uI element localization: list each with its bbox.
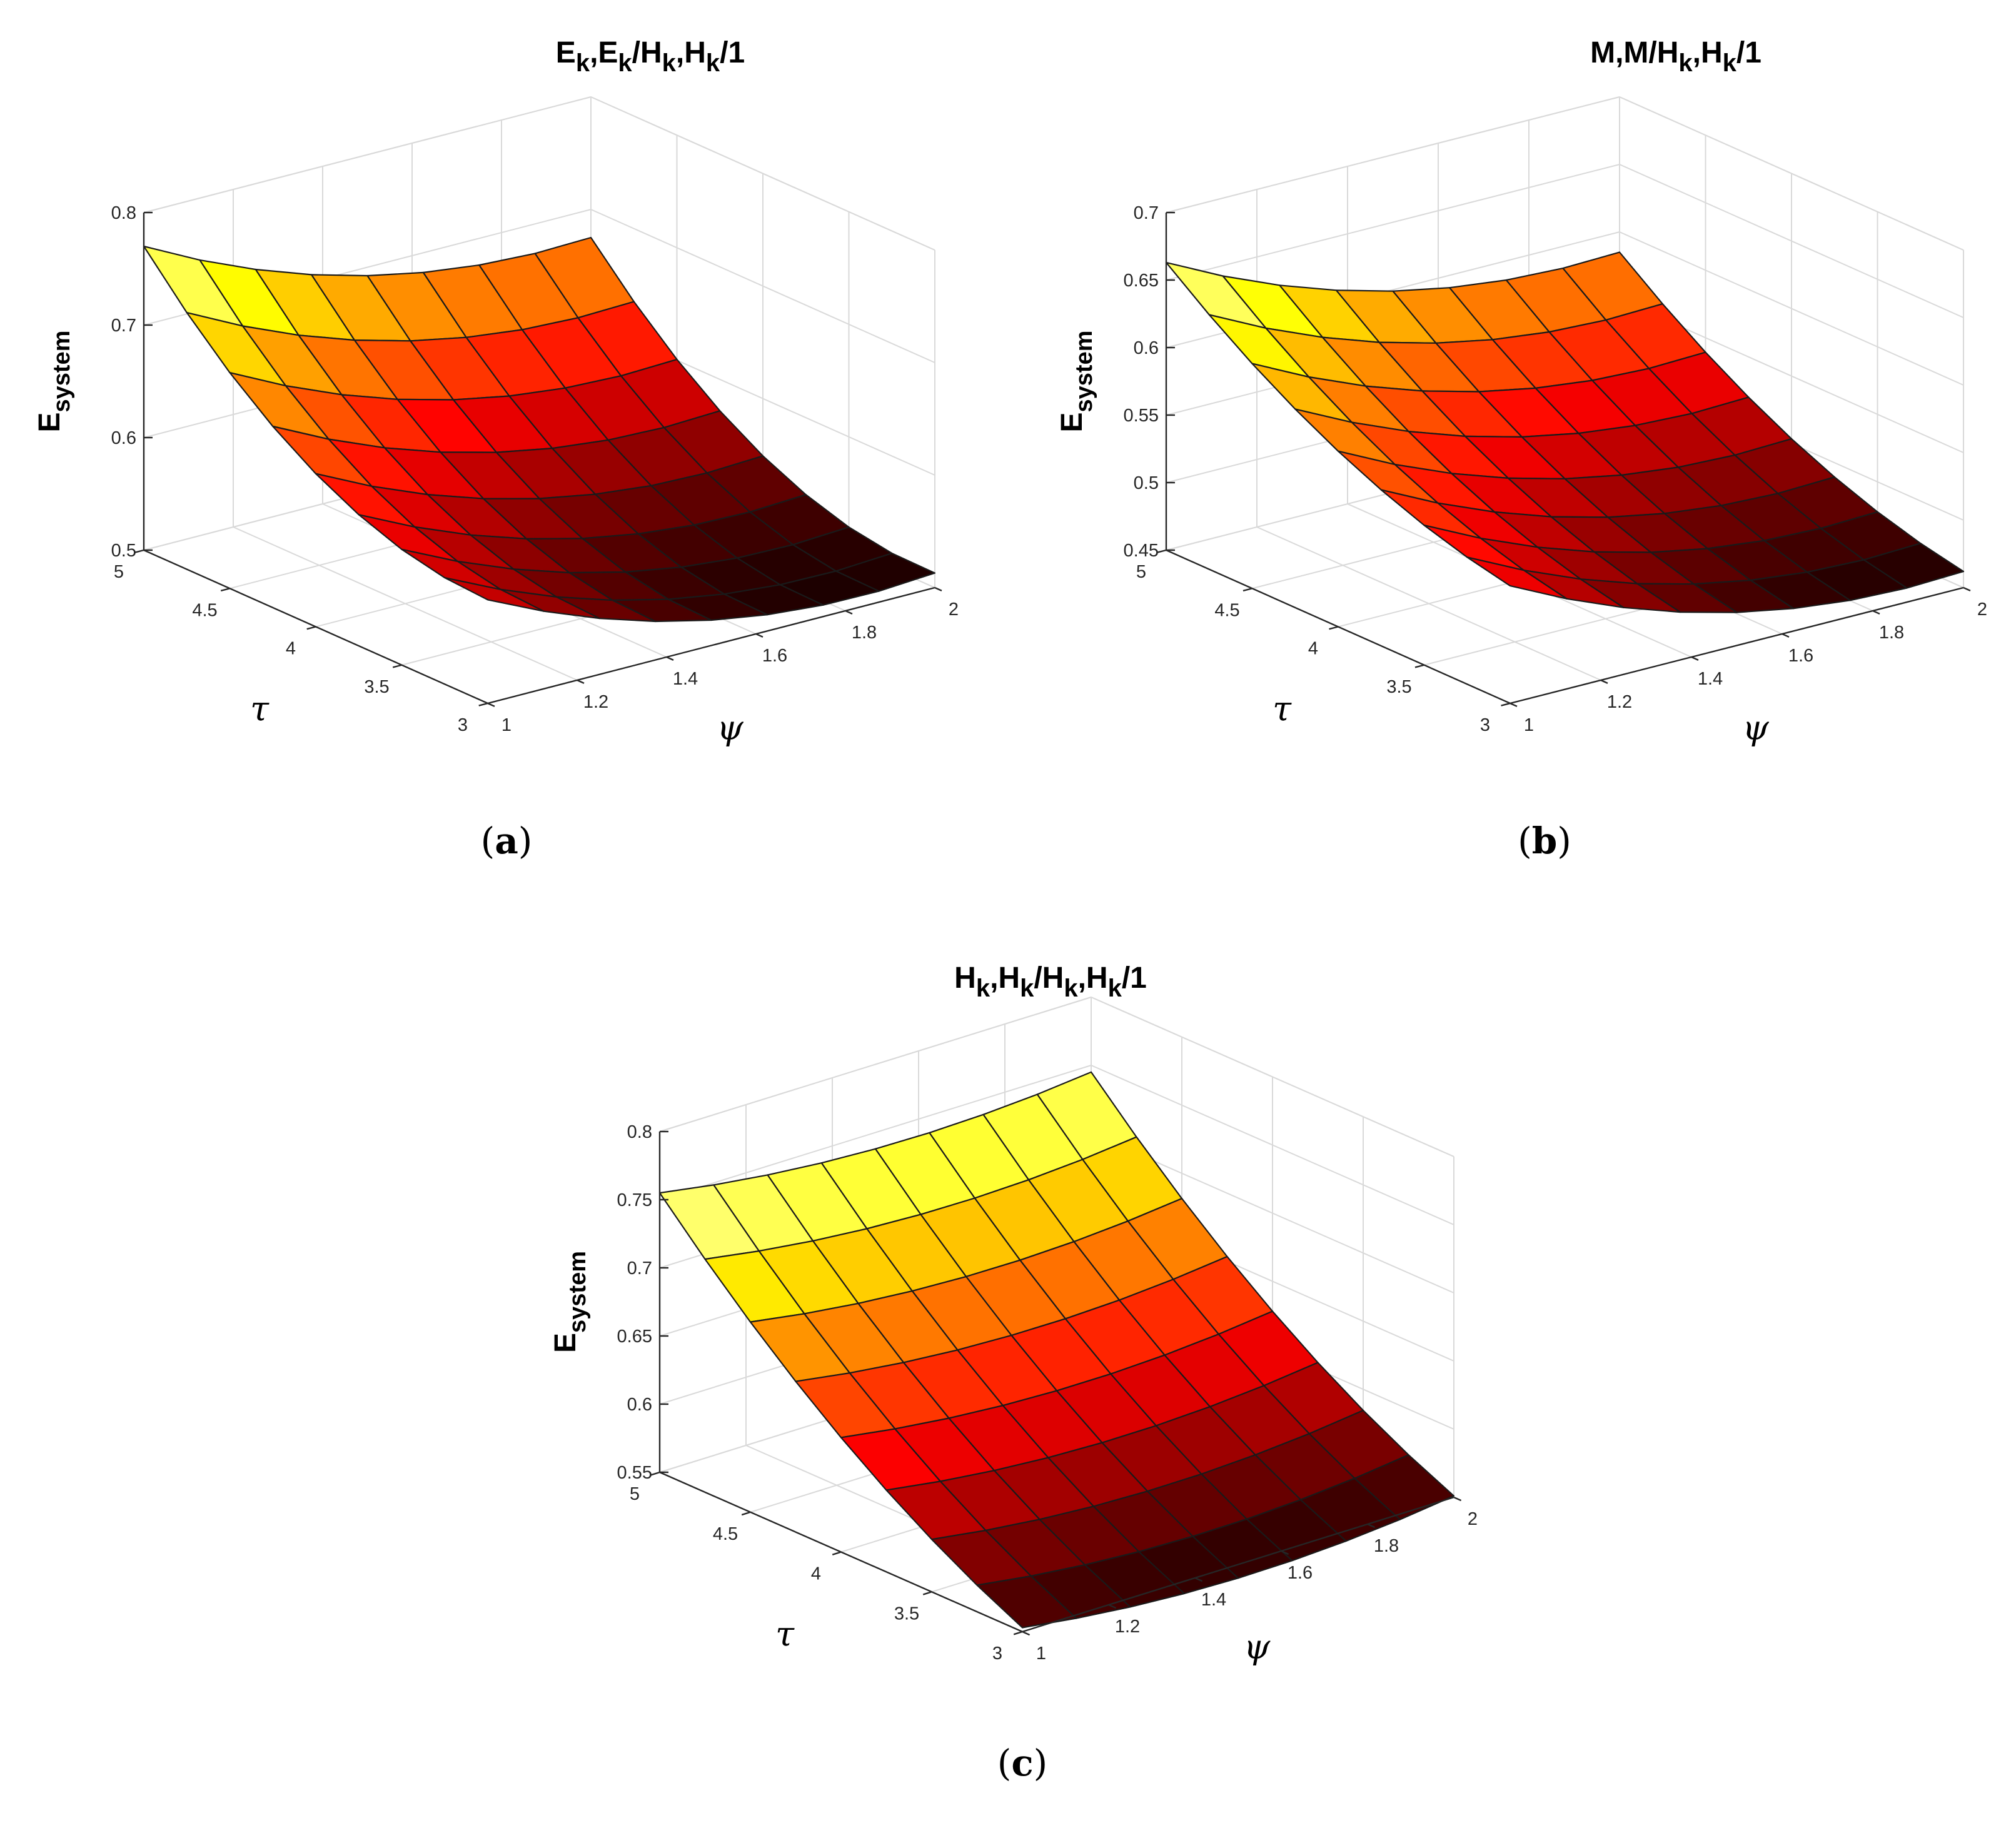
ticks: 1 1.2 1.4 1.6 1.8 2 3 3.5 4 4.5 50.45 0.5 0.55 0.6 0.6… [1124,203,1988,735]
z-tick-label: 0.7 [111,316,136,336]
psi-tick-label: 2 [1468,1509,1478,1529]
psi-axis-label: ψ [1244,1627,1271,1667]
psi-tick-label: 1.8 [1879,623,1904,643]
tau-tick-label: 3.5 [1386,677,1411,697]
tau-tick-label: 4 [1308,639,1318,659]
psi-tick-label: 1.4 [673,669,698,689]
tau-tick-label: 3 [458,715,468,735]
psi-axis-label: ψ [1742,708,1769,748]
z-tick-label: 0.5 [1134,473,1159,493]
tau-tick-label: 3 [1480,715,1490,735]
tau-tick-label: 3.5 [894,1604,919,1624]
psi-axis-line [487,586,935,705]
psi-tick-label: 1.4 [1201,1590,1226,1610]
z-tick-label: 0.7 [627,1258,652,1278]
tau-tick-label: 4.5 [1214,600,1239,620]
psi-tick-label: 1 [501,715,512,735]
surface-patch [976,1575,1077,1629]
ticks: 1 1.2 1.4 1.6 1.8 2 3 3.5 4 4.5 50.55 0.6 0.65 0.7 0.7… [617,1122,1478,1664]
psi-tick-label: 1.8 [852,623,877,643]
surface [143,236,936,623]
panel-b: 1 1.2 1.4 1.6 1.8 2 3 3.5 4 4.5 50.45 0.5 0.55 0.6 0.6… [1056,36,1987,862]
panel-caption: (b) [1518,820,1571,862]
psi-tick-label: 1.2 [1115,1617,1140,1637]
tau-axis-label: τ [1273,690,1292,729]
z-tick-label: 0.8 [111,203,136,223]
z-tick-label: 0.45 [1124,541,1159,561]
z-axis-label: Esystem [33,331,75,433]
z-tick-label: 0.6 [1134,338,1159,358]
surface [1165,251,1965,613]
psi-axis-label: ψ [717,708,743,748]
psi-tick-label: 1 [1524,715,1534,735]
panel-caption: (c) [997,1742,1048,1784]
psi-tick-label: 1.6 [1288,1563,1313,1583]
psi-tick-label: 1.4 [1698,669,1723,689]
psi-tick-label: 1.6 [1788,646,1813,666]
z-tick-label: 0.6 [627,1395,652,1415]
tau-tick-label: 4 [811,1564,821,1584]
plot-title: Ek,Ek/Hk,Hk/1 [556,36,745,77]
tau-tick-label: 4 [286,639,296,659]
plot-title: M,M/Hk,Hk/1 [1590,36,1761,77]
psi-tick-label: 2 [1977,600,1987,620]
psi-axis-line [1509,586,1964,705]
psi-tick-label: 1.2 [583,692,608,712]
tau-tick-label: 5 [630,1484,640,1504]
z-axis-label: Esystem [1056,331,1097,433]
z-tick-label: 0.65 [1124,271,1159,291]
z-tick-label: 0.6 [111,428,136,448]
tau-tick-label: 5 [1136,562,1146,582]
psi-tick-label: 1.8 [1374,1536,1399,1556]
psi-tick-label: 1 [1036,1644,1046,1664]
z-tick-label: 0.55 [1124,406,1159,426]
panel-caption: (a) [481,820,533,862]
tau-tick-label: 3.5 [364,677,389,697]
tau-tick-label: 4.5 [192,600,217,620]
z-tick-label: 0.5 [111,541,136,561]
tau-tick-label: 3 [992,1644,1002,1664]
plot-title: Hk,Hk/Hk,Hk/1 [954,962,1147,1002]
z-tick-label: 0.7 [1134,203,1159,223]
psi-axis-line [1022,1496,1454,1633]
tau-axis-label: τ [775,1615,795,1654]
z-tick-label: 0.75 [617,1190,652,1210]
z-axis-label: Esystem [549,1251,591,1353]
z-tick-label: 0.55 [617,1463,652,1483]
tau-tick-label: 5 [114,562,124,582]
surface-patch [444,577,545,612]
surface [658,1071,1455,1629]
tau-axis-label: τ [250,690,270,729]
tau-tick-label: 4.5 [713,1524,738,1544]
psi-tick-label: 1.6 [762,646,787,666]
psi-tick-label: 2 [949,600,959,620]
z-tick-label: 0.8 [627,1122,652,1142]
panel-c: 1 1.2 1.4 1.6 1.8 2 3 3.5 4 4.5 50.55 0.6 0.65 0.7 0.7… [549,962,1478,1784]
surface-patch [1466,556,1568,600]
panel-a: 1 1.2 1.4 1.6 1.8 2 3 3.5 4 4.5 50.5 0.6 0.7 0.8 ψ τ Esy… [33,36,959,862]
ticks: 1 1.2 1.4 1.6 1.8 2 3 3.5 4 4.5 50.5 0.6 0.7 0.8 [111,203,959,735]
z-tick-label: 0.65 [617,1327,652,1347]
psi-tick-label: 1.2 [1607,692,1632,712]
